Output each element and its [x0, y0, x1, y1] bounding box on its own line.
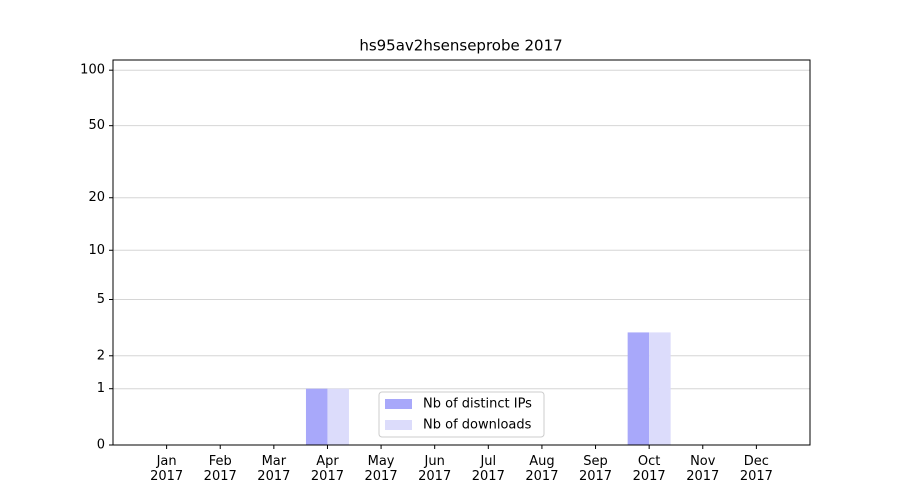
legend-label: Nb of distinct IPs	[423, 397, 532, 412]
chart-title: hs95av2hsenseprobe 2017	[359, 37, 562, 55]
y-tick-label: 5	[97, 292, 105, 307]
x-tick-label: Oct 2017	[632, 454, 666, 484]
x-tick-label: Apr 2017	[310, 454, 344, 484]
bar	[649, 332, 671, 445]
legend-swatch	[385, 399, 412, 409]
y-tick-label: 50	[88, 118, 105, 133]
legend-label: Nb of downloads	[423, 418, 532, 433]
y-tick-label: 2	[97, 348, 105, 363]
x-tick-label: Sep 2017	[578, 454, 613, 484]
bar	[305, 388, 328, 445]
plot-frame	[112, 59, 811, 446]
y-tick-label: 1	[97, 381, 105, 396]
x-tick-label: Jul 2017	[471, 454, 505, 484]
legend-swatch	[385, 420, 412, 430]
x-tick-label: Dec 2017	[739, 454, 773, 484]
x-tick-label: Nov 2017	[686, 454, 720, 484]
bar	[327, 388, 349, 445]
x-tick-label: Aug 2017	[525, 454, 559, 484]
x-tick-label: Feb 2017	[203, 454, 237, 484]
x-tick-label: Jun 2017	[418, 454, 452, 484]
y-tick-label: 10	[88, 243, 105, 258]
x-tick-label: Jan 2017	[150, 454, 184, 484]
x-tick-label: Mar 2017	[257, 454, 291, 484]
x-tick-label: May 2017	[364, 454, 398, 484]
y-tick-label: 100	[80, 63, 105, 78]
y-tick-label: 20	[88, 190, 105, 205]
y-tick-label: 0	[97, 438, 105, 453]
legend-box	[378, 391, 545, 438]
bar	[627, 332, 650, 445]
